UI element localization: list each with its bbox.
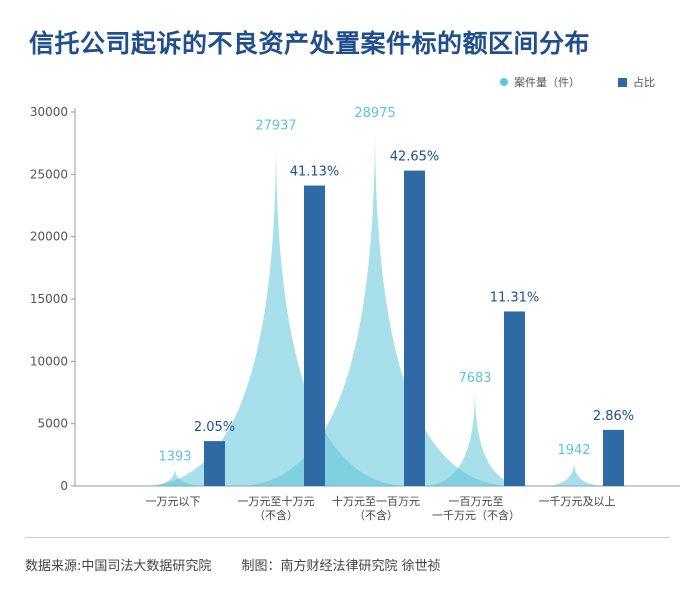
count-label: 7683 — [458, 371, 491, 386]
count-peak — [144, 137, 408, 486]
count-peak — [149, 468, 201, 486]
count-peak — [424, 390, 526, 486]
legend: 案件量（件） 占比 — [0, 0, 700, 100]
x-tick-label: 一万元至十万元 — [238, 494, 315, 508]
share-label: 2.05% — [194, 420, 235, 435]
share-label: 41.13% — [290, 165, 340, 180]
chart: 0 5000 10000 15000 20000 25000 30000 1393 27937… — [30, 105, 680, 522]
count-label: 28975 — [354, 106, 395, 121]
y-tick-label: 0 — [60, 479, 68, 493]
share-label: 2.86% — [593, 409, 634, 424]
x-tick-label: 一千万元及以上 — [539, 495, 616, 508]
data-labels: 1393 27937 28975 7683 1942 2.05% 41.13% 42.65% 1… — [158, 106, 634, 465]
x-tick-label: 一千万元（不含） — [432, 508, 520, 522]
y-tick-label: 25000 — [30, 167, 68, 181]
count-label: 27937 — [255, 119, 296, 134]
share-bar — [204, 441, 225, 486]
page-title: 信托公司起诉的不良资产处置案件标的额区间分布 — [29, 29, 591, 58]
count-peak — [546, 461, 602, 486]
y-tick-label: 5000 — [37, 417, 68, 431]
footer: 数据来源:中国司法大数据研究院 制图：南方财经法律研究院 徐世祯 — [25, 555, 665, 574]
legend-count: 案件量（件） — [500, 74, 580, 90]
y-tick-label: 15000 — [30, 292, 68, 306]
legend-share-swatch — [618, 77, 627, 87]
x-tick-label: 一百万元至 — [449, 495, 504, 508]
share-bar — [504, 311, 525, 486]
share-bar — [603, 429, 624, 486]
count-series — [144, 124, 602, 487]
data-source: 数据来源:中国司法大数据研究院 — [25, 559, 212, 574]
chart-credit: 制图：南方财经法律研究院 徐世祯 — [241, 559, 441, 574]
share-series — [204, 170, 624, 487]
x-tick-label: （不含） — [354, 508, 398, 522]
legend-count-label: 案件量（件） — [514, 76, 580, 89]
share-label: 42.65% — [390, 150, 440, 165]
share-label: 11.31% — [490, 290, 540, 305]
count-peak — [239, 124, 511, 487]
footer-divider — [25, 537, 670, 538]
legend-share: 占比 — [618, 74, 655, 90]
legend-count-swatch — [500, 78, 508, 86]
x-axis-labels: 一万元以下 一万元至十万元（不含）十万元至一百万元（不含）一百万元至一千万元（不含… — [146, 494, 616, 522]
share-bar — [404, 170, 425, 487]
y-tick-label: 10000 — [30, 354, 68, 368]
legend-share-label: 占比 — [633, 76, 655, 89]
x-tick-label: 十万元至一百万元 — [332, 494, 420, 508]
y-tick-label: 30000 — [30, 105, 68, 119]
y-tick-label: 20000 — [30, 230, 68, 244]
x-tick-label: （不含） — [254, 508, 298, 522]
count-label: 1393 — [158, 450, 191, 465]
x-tick-label: 一万元以下 — [146, 495, 201, 508]
share-bar — [304, 185, 325, 486]
count-label: 1942 — [557, 443, 590, 458]
